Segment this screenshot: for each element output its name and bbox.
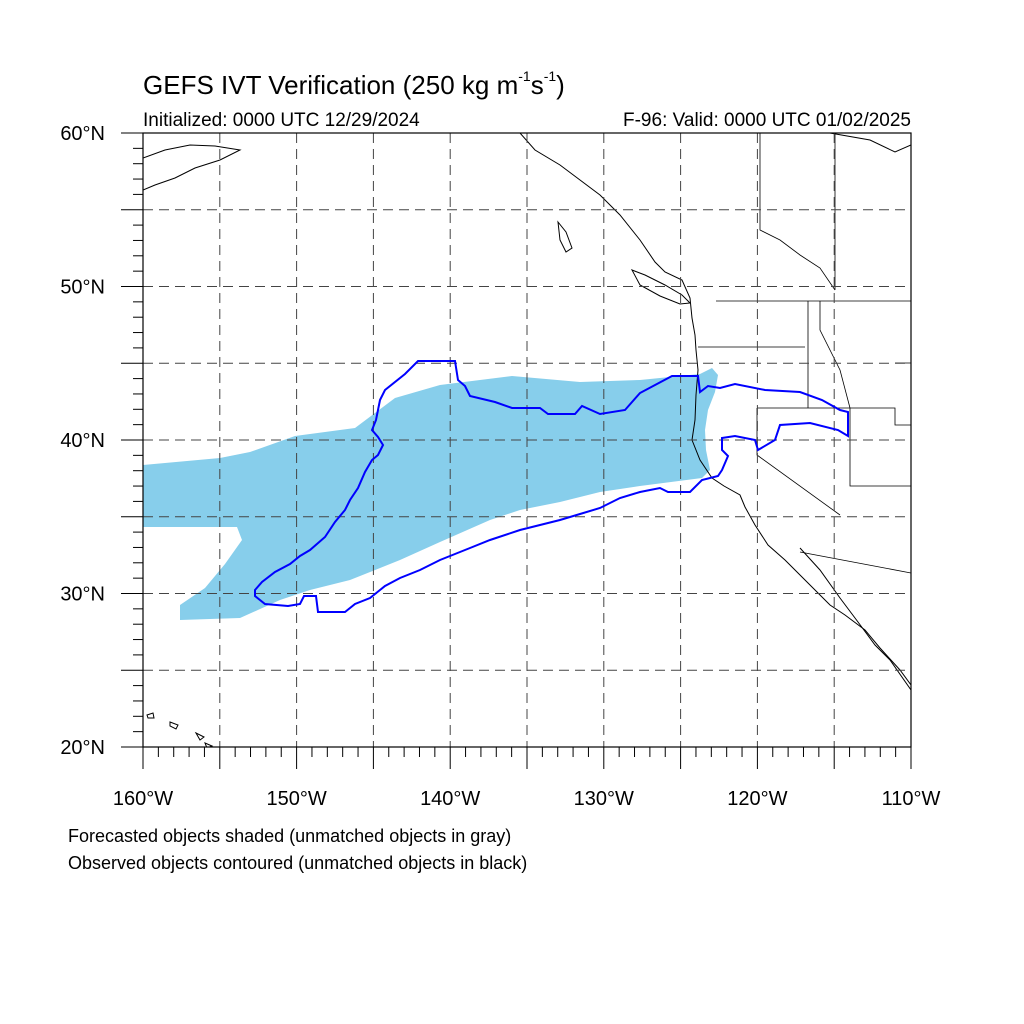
island-vancouver (630, 269, 692, 305)
coastline-alaska (143, 144, 242, 191)
lat-label: 20°N (60, 737, 105, 759)
lat-label: 50°N (60, 277, 105, 299)
forecast-note: Forecasted objects shaded (unmatched obj… (68, 826, 512, 846)
observed-note: Observed objects contoured (unmatched ob… (68, 853, 528, 873)
lon-label: 150°W (266, 788, 326, 810)
coastline-north-america (519, 133, 911, 686)
lon-label: 120°W (727, 788, 787, 810)
observed-object-contour (254, 360, 849, 613)
valid-time: F-96: Valid: 0000 UTC 01/02/2025 (623, 110, 911, 131)
lon-label: 130°W (574, 788, 634, 810)
map-plot: 20°N 30°N 40°N 50°N 60°N 160°W 150°W 140°W 130°… (60, 123, 941, 810)
hawaii-islands (146, 712, 214, 747)
lon-label: 140°W (420, 788, 480, 810)
lon-label: 160°W (113, 788, 173, 810)
init-time: Initialized: 0000 UTC 12/29/2024 (143, 110, 420, 131)
coastline-baja (799, 547, 911, 691)
lat-lon-grid (143, 133, 911, 747)
haida-gwaii (557, 220, 573, 253)
forecast-object (143, 368, 718, 620)
map-title: GEFS IVT Verification (250 kg m-1s-1) (143, 68, 565, 100)
bc-alaska-border (759, 133, 836, 291)
lat-label: 40°N (60, 430, 105, 452)
lon-label: 110°W (882, 788, 941, 810)
lat-label: 30°N (60, 584, 105, 606)
lat-label: 60°N (60, 123, 105, 145)
